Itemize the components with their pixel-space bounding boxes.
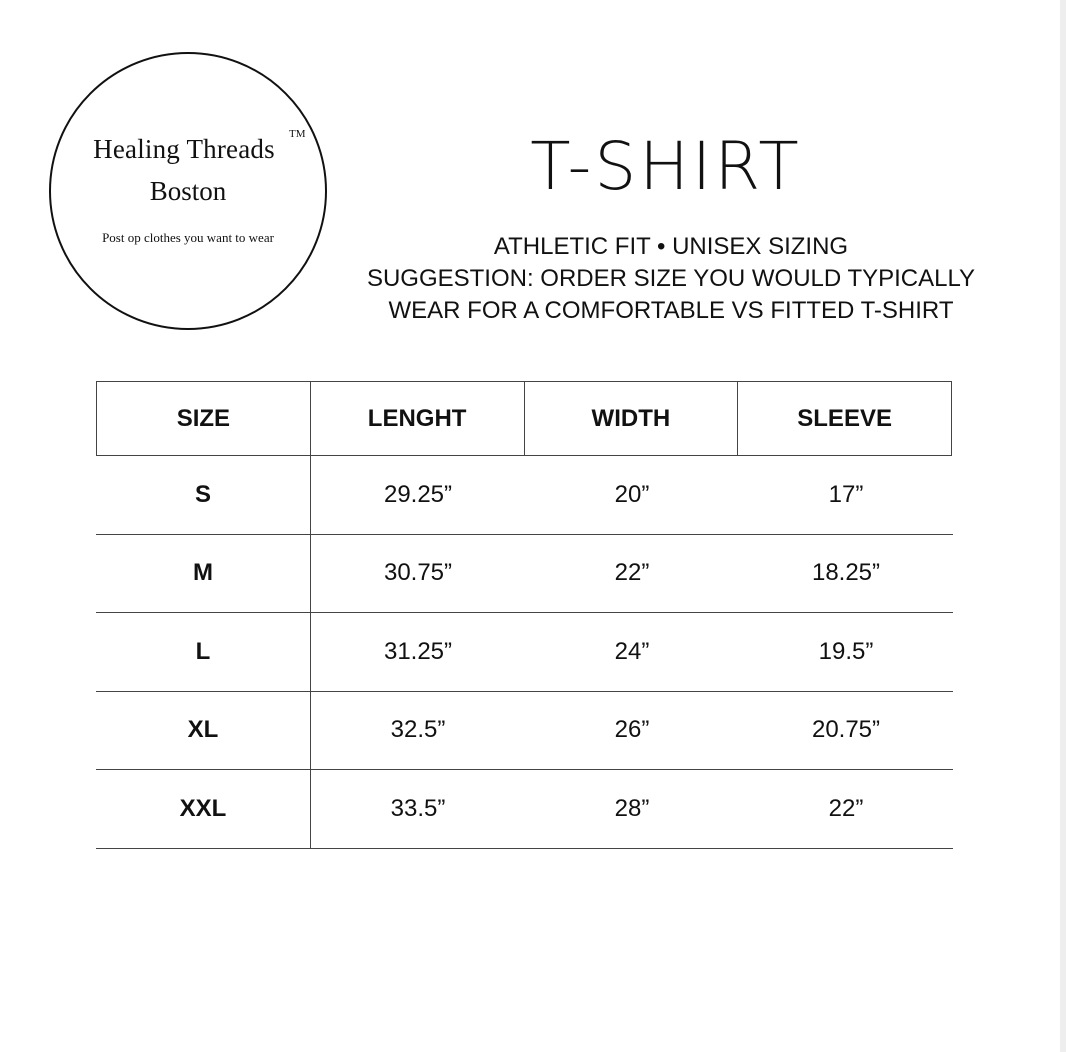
header-sleeve: SLEEVE [737, 382, 951, 455]
cell-size: L [96, 612, 311, 691]
table-row: M 30.75” 22” 18.25” [96, 534, 953, 614]
cell-size: XL [96, 691, 311, 770]
logo-city: Boston [149, 176, 227, 206]
cell-size: XXL [96, 769, 311, 848]
cell-sleeve: 19.5” [818, 637, 874, 665]
cell-sleeve: 22” [828, 794, 864, 822]
subtitle-line: WEAR FOR A COMFORTABLE VS FITTED T-SHIRT [388, 297, 954, 324]
cell-sleeve: 18.25” [811, 559, 881, 587]
cell-length: 30.75” [383, 559, 453, 587]
logo-trademark: TM [289, 128, 306, 140]
cell-length: 29.25” [383, 481, 453, 508]
header-length: LENGHT [309, 382, 524, 455]
subtitle: ATHLETIC FIT • UNISEX SIZING SUGGESTION:… [336, 231, 1006, 327]
cell-size: S [96, 456, 311, 534]
cell-length: 32.5” [390, 716, 446, 744]
table-row: S 29.25” 20” 17” [96, 456, 953, 535]
cell-sleeve: 20.75” [811, 716, 881, 744]
cell-width: 22” [614, 559, 650, 587]
header-width: WIDTH [523, 382, 738, 455]
subtitle-line: ATHLETIC FIT • UNISEX SIZING [493, 233, 849, 260]
cell-length: 31.25” [383, 637, 453, 665]
cell-width: 20” [614, 481, 650, 508]
cell-length: 33.5” [390, 794, 446, 822]
page-title: T-SHIRT [530, 128, 802, 205]
cell-size: M [96, 534, 311, 613]
cell-width: 26” [614, 716, 650, 744]
table-row: XXL 33.5” 28” 22” [96, 769, 953, 849]
cell-sleeve: 17” [828, 481, 864, 508]
page-edge [1060, 0, 1066, 1052]
header-size: SIZE [176, 404, 231, 432]
cell-width: 28” [614, 794, 650, 822]
table-row: L 31.25” 24” 19.5” [96, 612, 953, 692]
cell-width: 24” [614, 637, 650, 665]
table-row: XL 32.5” 26” 20.75” [96, 691, 953, 771]
table-header: SIZE LENGHT WIDTH SLEEVE [96, 381, 952, 456]
subtitle-line: SUGGESTION: ORDER SIZE YOU WOULD TYPICAL… [366, 265, 976, 292]
logo-tagline: Post op clothes you want to wear [102, 230, 274, 245]
brand-logo: Healing Threads TM Boston Post op clothe… [49, 52, 327, 330]
logo-name: Healing Threads [93, 134, 275, 164]
